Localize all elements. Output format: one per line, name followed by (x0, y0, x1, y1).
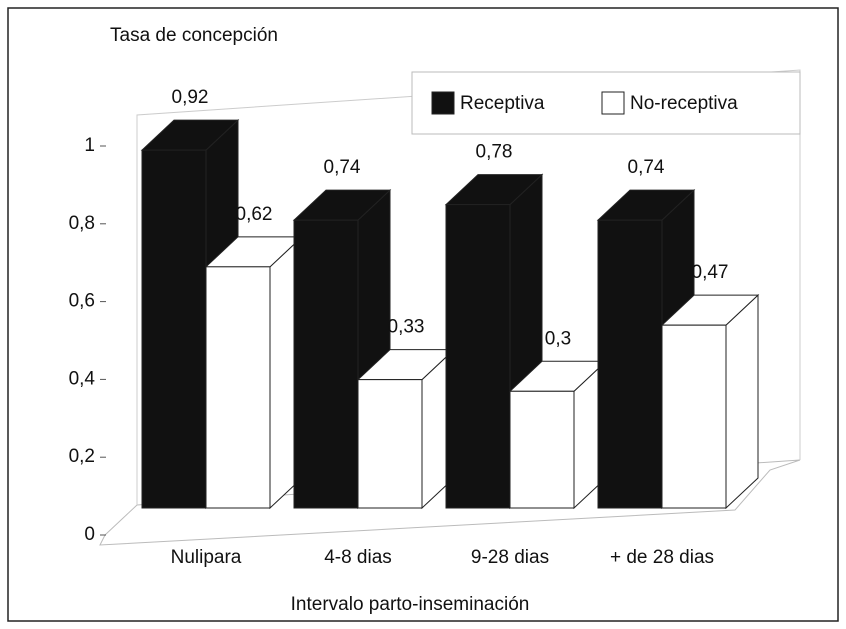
y-tick-label: 0,8 (69, 213, 95, 234)
data-label: 0,78 (476, 142, 513, 163)
data-label: 0,74 (628, 157, 665, 178)
data-label: 0,33 (388, 317, 425, 338)
y-tick-label: 0,2 (69, 446, 95, 467)
frame (7, 7, 839, 622)
bar (357, 379, 423, 509)
legend-swatch (431, 91, 455, 115)
data-label: 0,47 (692, 262, 729, 283)
y-tick-label: 0,4 (69, 368, 96, 389)
data-label: 0,3 (545, 328, 571, 349)
y-tick-label: 0,6 (69, 291, 95, 312)
bar (445, 204, 511, 509)
y-tick-label: 1 (84, 135, 95, 156)
y-axis-title: Tasa de concepción (110, 25, 278, 46)
y-tick-label: 0 (84, 524, 95, 545)
bar-side (725, 294, 759, 510)
bar (597, 219, 663, 509)
x-tick-label: + de 28 dias (610, 547, 714, 568)
legend-label: No-receptiva (630, 93, 738, 114)
x-tick-label: Nulipara (171, 547, 242, 568)
data-label: 0,92 (172, 87, 209, 108)
legend-swatch (601, 91, 625, 115)
bar (509, 390, 575, 509)
x-axis-title: Intervalo parto-inseminación (291, 594, 530, 615)
x-tick-label: 9-28 dias (471, 547, 549, 568)
bar (141, 149, 207, 509)
data-label: 0,62 (236, 204, 273, 225)
bar (205, 266, 271, 509)
data-label: 0,74 (324, 157, 361, 178)
bar (661, 324, 727, 509)
legend-label: Receptiva (460, 93, 545, 114)
x-tick-label: 4-8 dias (324, 547, 392, 568)
bar (293, 219, 359, 509)
